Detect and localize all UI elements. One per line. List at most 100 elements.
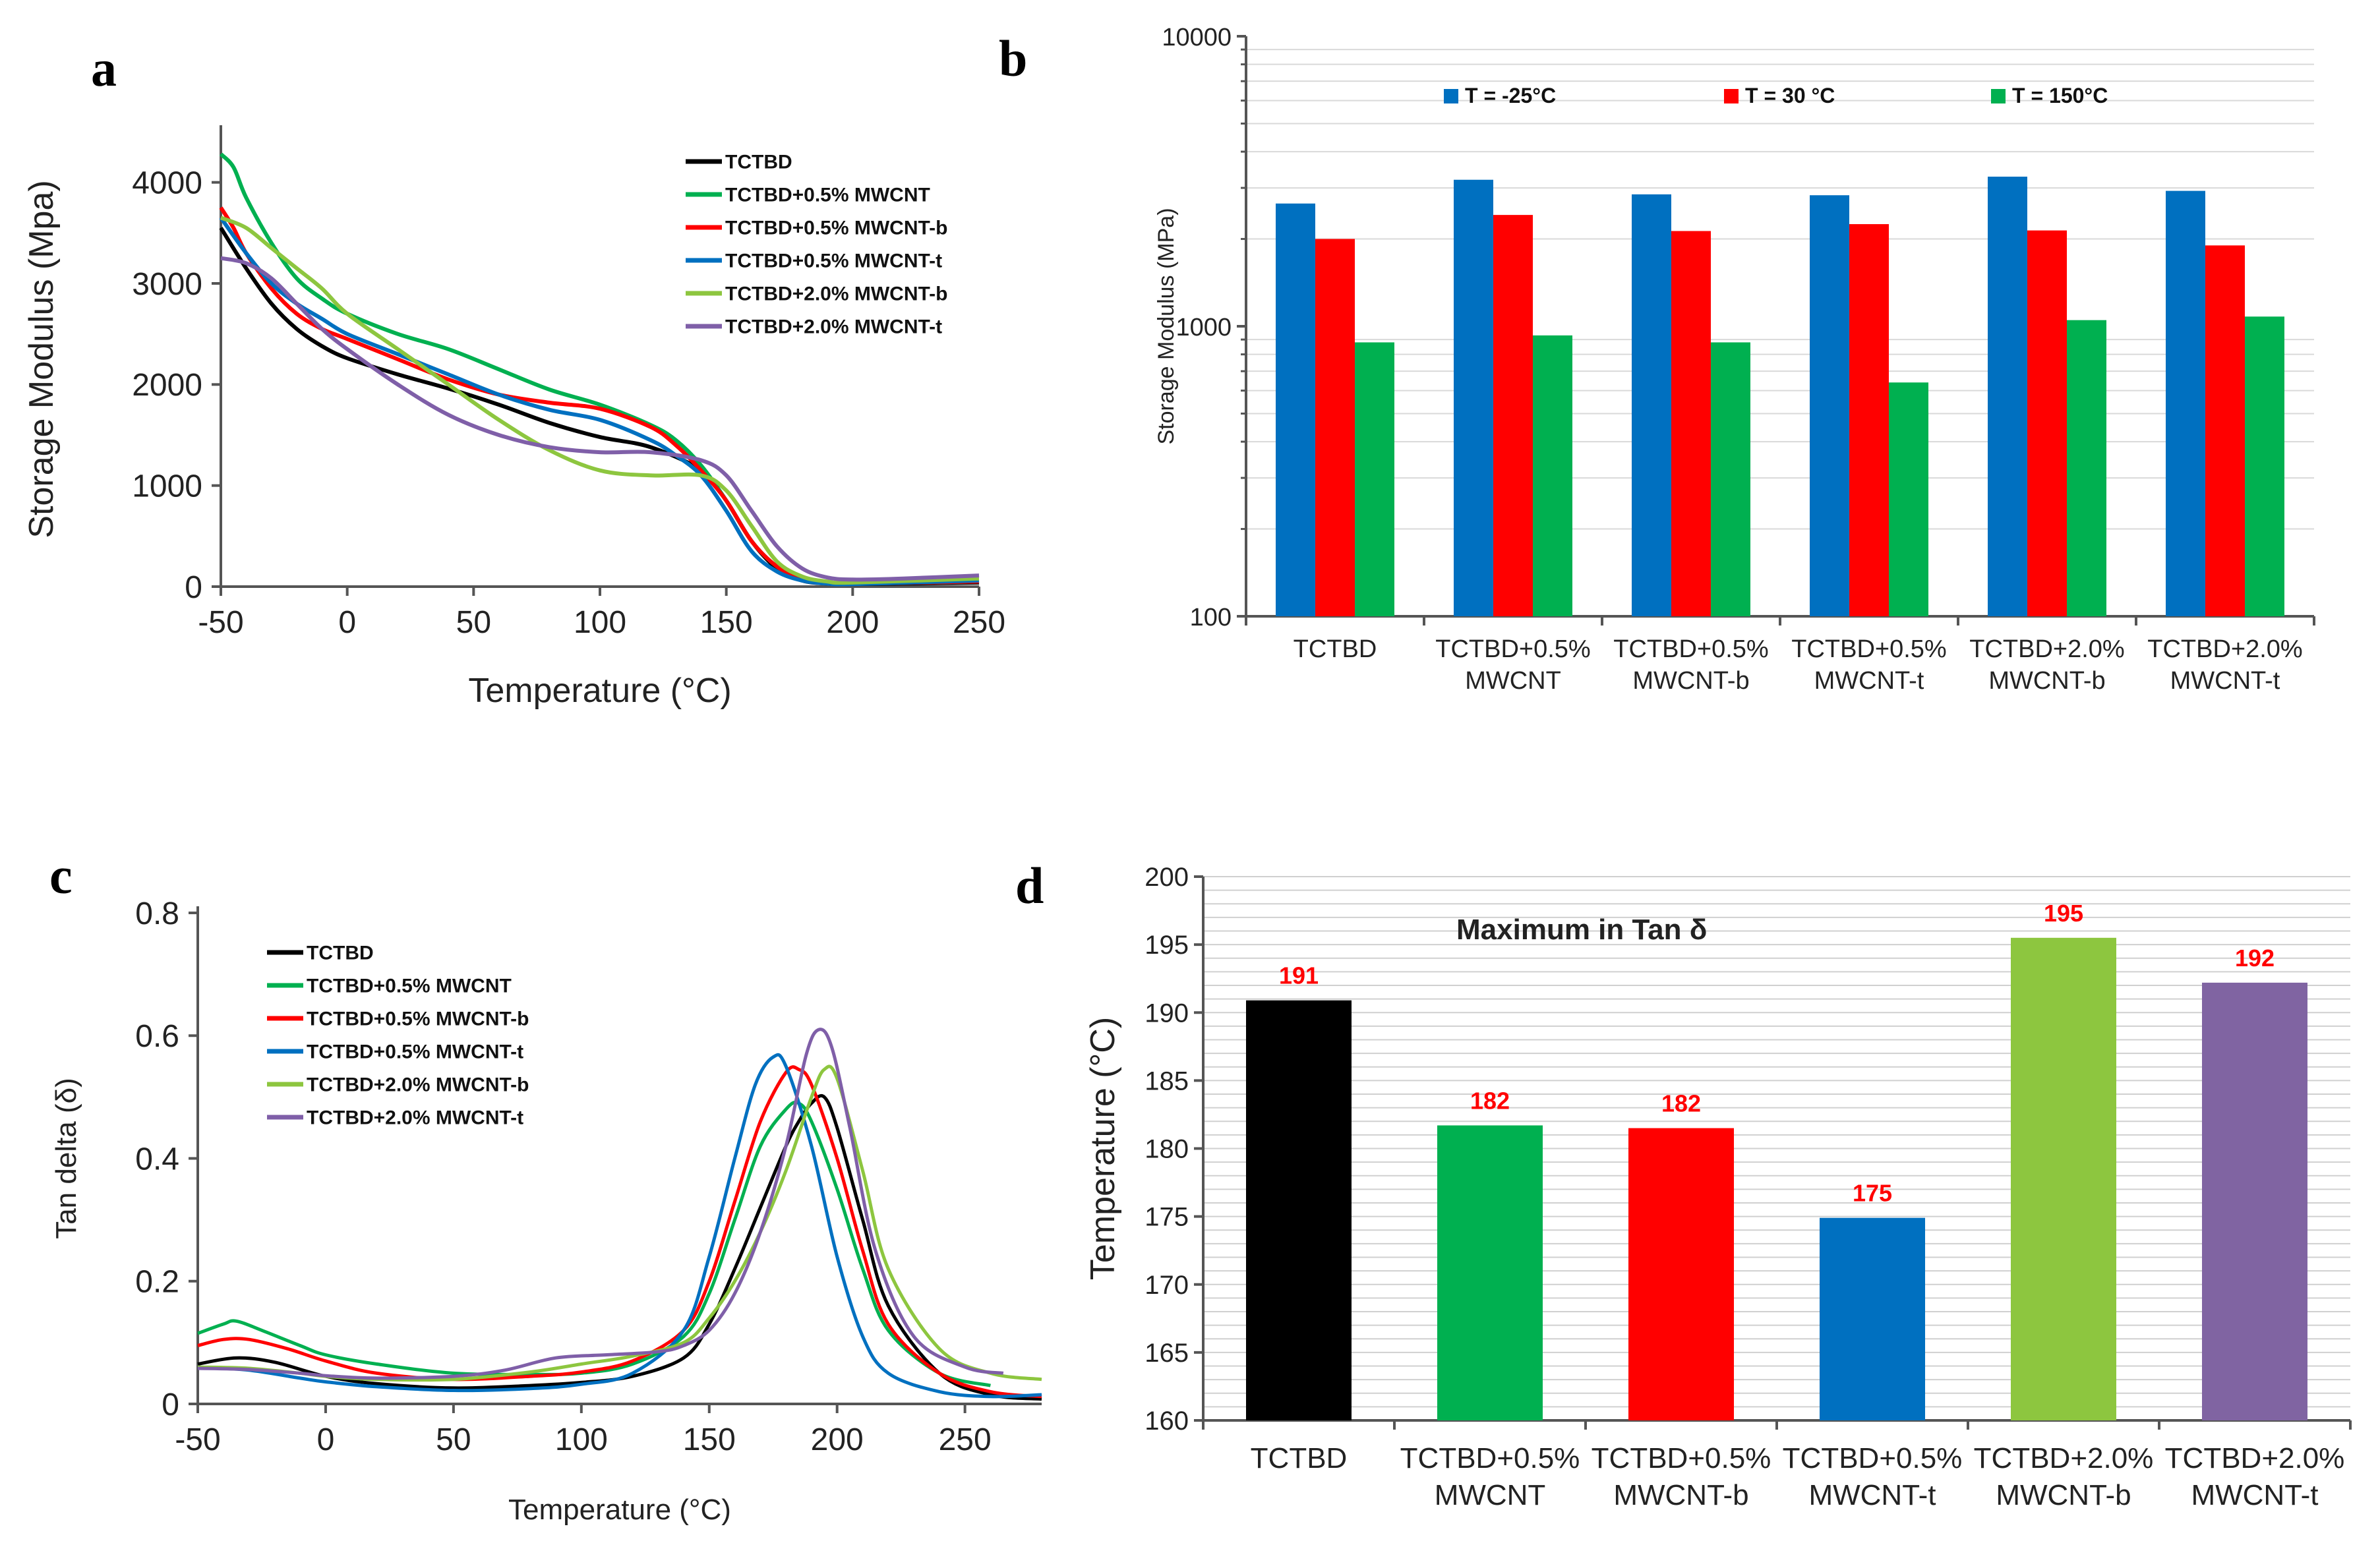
chart-a-x-tick-label: 50 — [456, 605, 491, 640]
chart-b-category-label: TCTBD+0.5% — [1435, 635, 1590, 663]
panel-label-c: c — [49, 847, 73, 904]
chart-b-bar-t-150-c — [2245, 316, 2284, 616]
chart-c-tan-delta-vs-temperature: -50 0 50 100 150 200 25000.20.40.60.8Temperatu… — [50, 896, 1042, 1526]
chart-b-bar-t-25-c — [2166, 190, 2205, 616]
chart-d-y-tick-label: 185 — [1145, 1066, 1189, 1095]
chart-c-series-tctbd-0-5-mwcnt-b — [197, 1065, 1042, 1399]
chart-b-bar-t-30-c — [1315, 239, 1355, 616]
chart-a-x-axis-title: Temperature (°C) — [468, 672, 731, 710]
chart-c-y-tick-label: 0.6 — [135, 1019, 179, 1054]
chart-b-bar-t-150-c — [1889, 382, 1928, 616]
chart-d-bar-3 — [1628, 1128, 1734, 1420]
chart-a-series-tctbd-0-5-mwcnt-b — [219, 206, 980, 586]
chart-a-y-tick-label: 2000 — [132, 368, 202, 403]
chart-d-category-label: TCTBD — [1251, 1442, 1348, 1474]
chart-d-category-label: MWCNT-t — [2191, 1479, 2318, 1511]
chart-a-legend-label-tctbd-0-5-mwcnt: TCTBD+0.5% MWCNT — [725, 185, 930, 206]
chart-b-bar-t-30-c — [1671, 231, 1711, 617]
chart-b-bar-t-25-c — [1632, 194, 1671, 616]
chart-d-y-axis-title: Temperature (°C) — [1084, 1017, 1122, 1280]
chart-b-category-label: TCTBD+0.5% — [1613, 635, 1768, 663]
chart-a-x-tick-label: 0 — [338, 605, 356, 640]
chart-d-category-label: TCTBD+0.5% — [1592, 1442, 1771, 1474]
chart-d-category-label: TCTBD+2.0% — [1974, 1442, 2154, 1474]
chart-a-legend-label-tctbd-0-5-mwcnt-t: TCTBD+0.5% MWCNT-t — [725, 250, 942, 272]
chart-b-bar-t-150-c — [1533, 335, 1572, 616]
chart-d-category-label: MWCNT-b — [1996, 1479, 2131, 1511]
chart-b-y-tick-label: 10000 — [1162, 24, 1232, 51]
chart-b-category-label: MWCNT-t — [1814, 667, 1924, 695]
chart-a-x-tick-label: 250 — [953, 605, 1005, 640]
chart-c-legend-label-tctbd-0-5-mwcnt-b: TCTBD+0.5% MWCNT-b — [307, 1008, 529, 1030]
chart-c-y-tick-label: 0.8 — [135, 896, 179, 931]
chart-c-x-tick-label: 0 — [317, 1422, 335, 1457]
chart-c-x-tick-label: 200 — [811, 1422, 864, 1457]
chart-c-y-tick-label: 0.2 — [135, 1265, 179, 1300]
chart-a-y-tick-label: 4000 — [132, 165, 202, 200]
chart-d-y-tick-label: 190 — [1145, 999, 1189, 1028]
chart-d-data-label-1: 191 — [1279, 962, 1319, 989]
chart-b-bar-t-25-c — [1454, 179, 1493, 616]
chart-d-bar-5 — [2011, 937, 2116, 1420]
chart-c-series-tctbd-0-5-mwcnt — [197, 1100, 991, 1387]
chart-d-category-label: MWCNT — [1435, 1479, 1546, 1511]
chart-d-category-label: MWCNT-t — [1808, 1479, 1936, 1511]
chart-b-bar-t-25-c — [1276, 203, 1315, 616]
chart-c-y-tick-label: 0 — [162, 1387, 179, 1422]
chart-a-series-tctbd-2-0-mwcnt-b — [220, 216, 980, 585]
chart-d-category-label: TCTBD+0.5% — [1783, 1442, 1963, 1474]
chart-a-storage-modulus-vs-temperature: -50 0 50 100 150 200 25001000200030004000Tempe… — [22, 125, 1005, 710]
chart-d-y-tick-label: 170 — [1145, 1271, 1189, 1300]
chart-b-bar-t-150-c — [2067, 320, 2106, 616]
chart-d-bar-4 — [1820, 1217, 1925, 1420]
chart-b-bar-t-25-c — [1988, 177, 2027, 616]
chart-d-category-label: MWCNT-b — [1613, 1479, 1748, 1511]
chart-d-y-tick-label: 195 — [1145, 931, 1189, 960]
chart-b-category-label: MWCNT-b — [1632, 667, 1749, 695]
chart-b-legend-swatch-t-25-c — [1444, 89, 1458, 103]
panel-label-a: a — [91, 40, 117, 97]
chart-c-x-tick-label: 150 — [683, 1422, 736, 1457]
chart-b-category-label: TCTBD+2.0% — [1969, 635, 2124, 663]
chart-c-x-tick-label: 100 — [555, 1422, 608, 1457]
chart-a-x-tick-label: 150 — [700, 605, 753, 640]
chart-d-bar-1 — [1246, 1000, 1352, 1420]
chart-b-category-label: MWCNT-t — [2170, 667, 2280, 695]
chart-b-bar-t-25-c — [1810, 195, 1849, 616]
chart-b-legend-swatch-t-30-c — [1724, 89, 1739, 103]
chart-a-legend-label-tctbd: TCTBD — [725, 152, 792, 173]
chart-c-y-tick-label: 0.4 — [135, 1142, 179, 1177]
chart-c-series-tctbd-2-0-mwcnt-t — [197, 1028, 1004, 1380]
chart-c-x-axis-title: Temperature (°C) — [508, 1494, 731, 1526]
chart-b-bar-t-150-c — [1711, 342, 1750, 616]
chart-b-storage-modulus-bars: 100 1000 10000 Storage Modulus (MPa) TCTBD TC… — [1154, 24, 2315, 695]
chart-d-data-label-5: 195 — [2044, 900, 2083, 927]
chart-d-data-label-4: 175 — [1853, 1180, 1892, 1207]
chart-b-bar-t-30-c — [2205, 245, 2245, 617]
chart-a-y-axis-title: Storage Modulus (Mpa) — [22, 180, 61, 538]
chart-a-series-tctbd-2-0-mwcnt-t — [220, 256, 980, 582]
chart-b-y-tick-label: 100 — [1190, 604, 1232, 631]
chart-d-data-label-2: 182 — [1470, 1087, 1510, 1114]
chart-b-category-label: TCTBD+2.0% — [2147, 635, 2302, 663]
chart-b-category-label: TCTBD — [1294, 635, 1377, 663]
chart-b-category-label: MWCNT — [1465, 667, 1561, 695]
panel-label-d: d — [1015, 857, 1044, 914]
chart-d-chart-title: Maximum in Tan δ — [1456, 914, 1707, 946]
chart-c-legend-label-tctbd-0-5-mwcnt-t: TCTBD+0.5% MWCNT-t — [307, 1041, 523, 1063]
chart-c-series-tctbd-0-5-mwcnt-t — [197, 1053, 1042, 1399]
chart-b-bar-t-30-c — [2027, 230, 2067, 617]
chart-b-bar-t-30-c — [1849, 224, 1889, 617]
chart-a-x-tick-label: 200 — [826, 605, 879, 640]
chart-d-bar-2 — [1437, 1125, 1543, 1420]
chart-b-bar-t-150-c — [1355, 342, 1394, 616]
chart-b-legend-label-t-30-c: T = 30 °C — [1745, 84, 1835, 107]
chart-b-legend-swatch-t-150-c — [1991, 89, 2006, 103]
chart-a-y-tick-label: 0 — [185, 570, 202, 605]
chart-b-legend-label-t-150-c: T = 150°C — [2012, 84, 2108, 107]
chart-d-data-label-6: 192 — [2235, 945, 2275, 972]
panel-label-b: b — [999, 30, 1027, 87]
chart-d-max-tan-delta-bars: 160 165 170 175 180 185 190 195 200 Temperature (… — [1084, 863, 2352, 1511]
chart-c-legend-label-tctbd-2-0-mwcnt-b: TCTBD+2.0% MWCNT-b — [307, 1074, 529, 1096]
